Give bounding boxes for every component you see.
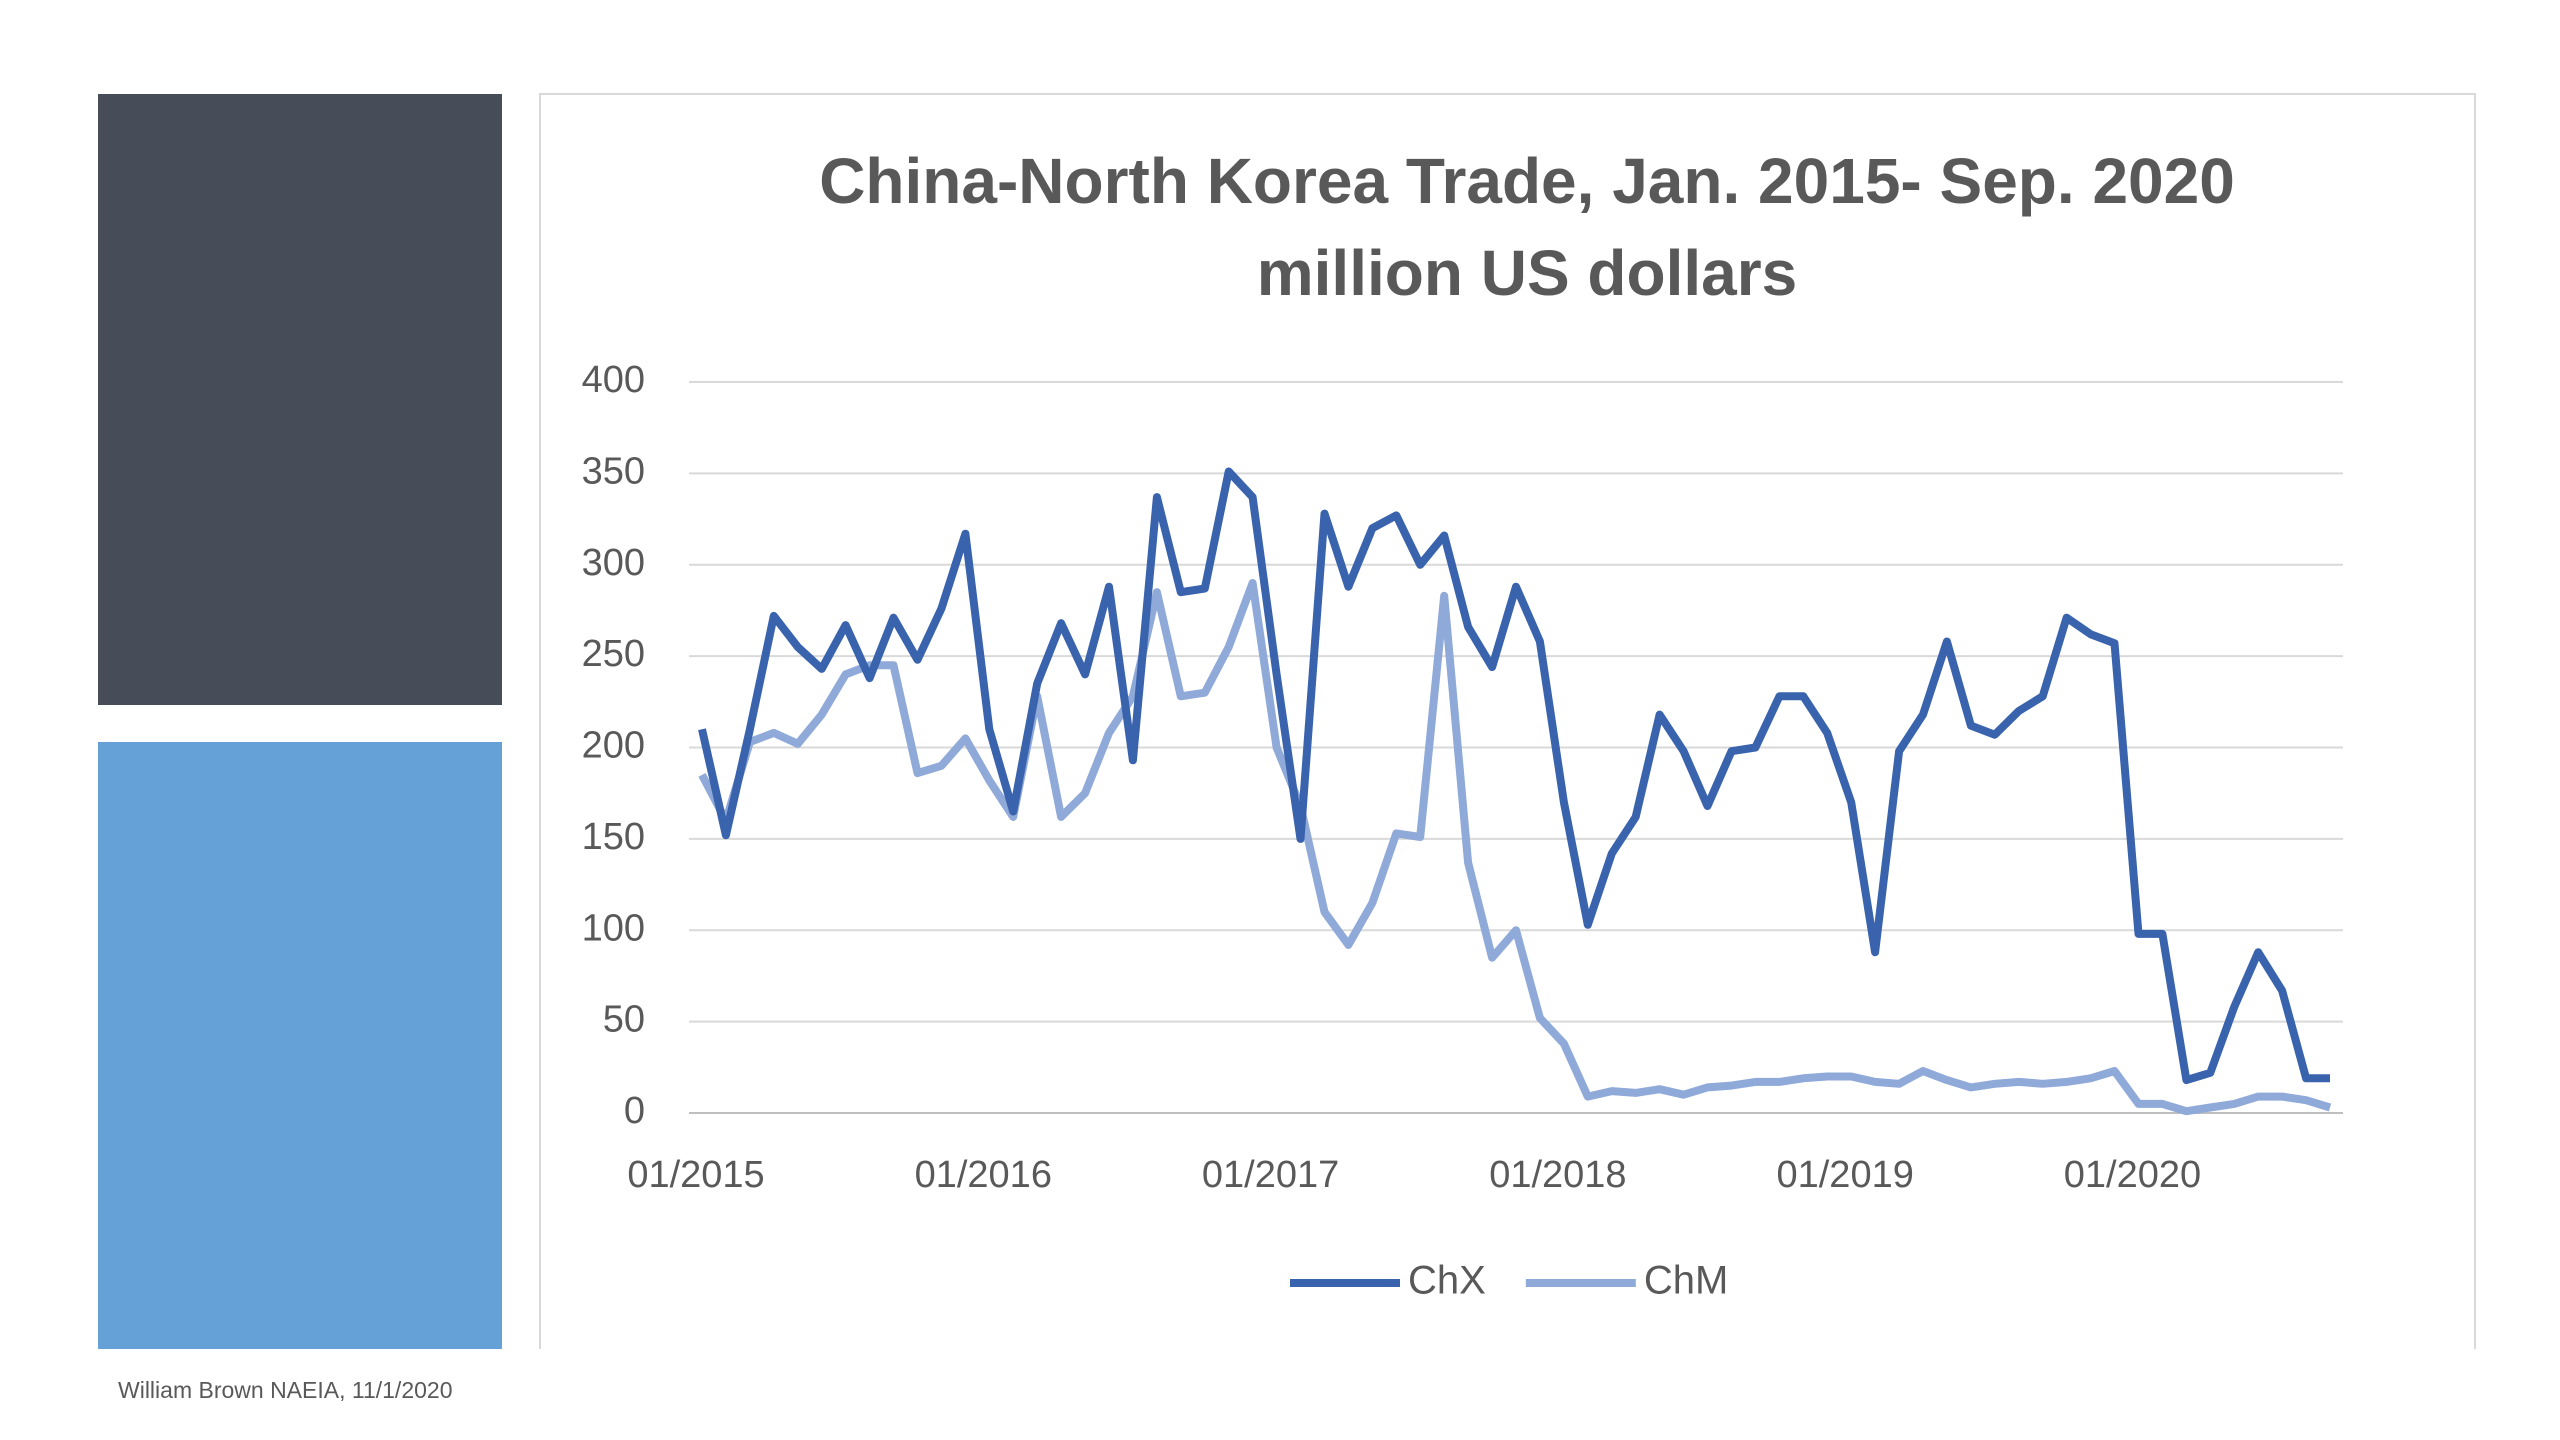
x-tick-label: 01/2017: [1202, 1154, 1339, 1196]
legend-label: ChM: [1644, 1259, 1728, 1303]
chart-subtitle: million US dollars: [1257, 237, 1798, 309]
y-tick-label: 300: [582, 542, 645, 584]
y-tick-label: 150: [582, 816, 645, 858]
y-tick-label: 0: [624, 1090, 645, 1132]
y-tick-label: 50: [603, 999, 645, 1041]
x-tick-label: 01/2020: [2064, 1154, 2201, 1196]
chart-title: China-North Korea Trade, Jan. 2015- Sep.…: [819, 145, 2235, 217]
x-tick-label: 01/2015: [627, 1154, 764, 1196]
dark-panel: [98, 94, 502, 705]
source-note: William Brown NAEIA, 11/1/2020: [118, 1377, 453, 1403]
blue-panel: [98, 742, 502, 1349]
y-tick-label: 350: [582, 450, 645, 492]
legend-label: ChX: [1408, 1259, 1486, 1303]
x-tick-label: 01/2016: [915, 1154, 1052, 1196]
x-tick-label: 01/2019: [1776, 1154, 1913, 1196]
y-tick-label: 400: [582, 359, 645, 401]
y-tick-label: 200: [582, 725, 645, 767]
chart-frame: [539, 93, 2476, 1349]
line-series: [698, 579, 2332, 1116]
y-tick-label: 100: [582, 907, 645, 949]
line-series: [698, 467, 2330, 1085]
y-tick-label: 250: [582, 633, 645, 675]
x-tick-label: 01/2018: [1489, 1154, 1626, 1196]
